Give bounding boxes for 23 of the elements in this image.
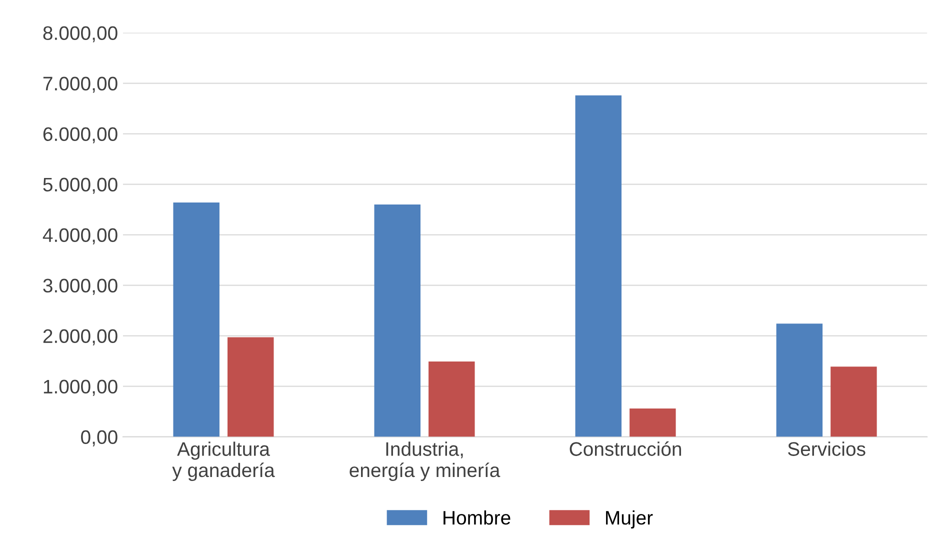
y-tick-label: 4.000,00 [42,228,118,244]
y-tick-label: 0,00 [81,430,118,446]
y-tick-label: 5.000,00 [43,178,118,194]
bar [630,408,676,437]
bar [776,324,823,437]
x-tick-label: Industria, energía y minería [350,442,500,482]
y-tick-label: 8.000,00 [43,26,118,42]
x-tick-label: Agricultura y ganadería [172,442,275,482]
bar [228,337,274,437]
y-tick-label: 1.000,00 [44,380,118,396]
bar [830,366,877,437]
x-tick-label: Construcción [570,441,682,456]
y-tick-label: 6.000,00 [43,127,118,144]
x-tick-label: Servicios [788,442,866,456]
bar [428,362,475,437]
bar [173,202,220,437]
bar [575,95,622,437]
bar [374,204,420,437]
legend-label: Hombre [444,510,510,525]
y-tick-label: 3.000,00 [43,278,118,295]
legend-label: Mujer [606,510,653,528]
y-tick-label: 7.000,00 [43,76,118,93]
y-tick-label: 2.000,00 [43,329,118,346]
